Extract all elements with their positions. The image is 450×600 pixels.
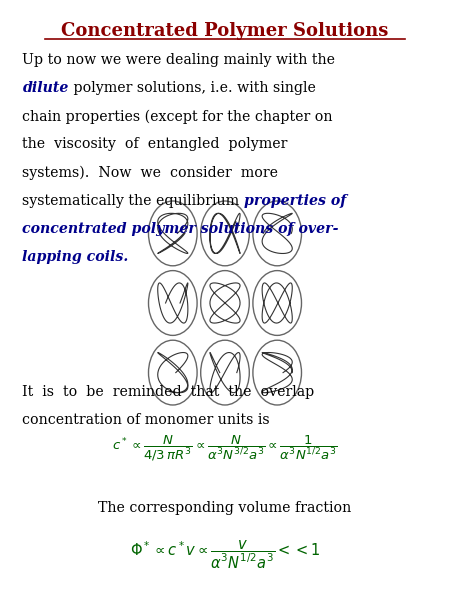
Text: systematically the equilibrium: systematically the equilibrium — [22, 194, 244, 208]
Text: chain properties (except for the chapter on: chain properties (except for the chapter… — [22, 109, 333, 124]
Text: concentrated polymer solutions of over-: concentrated polymer solutions of over- — [22, 222, 339, 236]
Text: concentration of monomer units is: concentration of monomer units is — [22, 413, 270, 427]
Text: The corresponding volume fraction: The corresponding volume fraction — [99, 501, 351, 515]
Text: dilute: dilute — [22, 81, 69, 95]
Text: $\Phi^* \propto c^* v \propto \dfrac{v}{\alpha^3 N^{1/2} a^3} << 1$: $\Phi^* \propto c^* v \propto \dfrac{v}{… — [130, 539, 320, 571]
Text: Concentrated Polymer Solutions: Concentrated Polymer Solutions — [61, 22, 389, 40]
Text: lapping coils.: lapping coils. — [22, 250, 129, 264]
Text: $c^* \propto \dfrac{N}{4/3\,\pi R^3} \propto \dfrac{N}{\alpha^3 N^{3/2} a^3} \pr: $c^* \propto \dfrac{N}{4/3\,\pi R^3} \pr… — [112, 434, 338, 463]
Text: properties of: properties of — [244, 194, 346, 208]
Text: the  viscosity  of  entangled  polymer: the viscosity of entangled polymer — [22, 137, 288, 151]
Text: polymer solutions, i.e. with single: polymer solutions, i.e. with single — [69, 81, 316, 95]
Text: It  is  to  be  reminded  that  the  overlap: It is to be reminded that the overlap — [22, 385, 315, 399]
Text: Up to now we were dealing mainly with the: Up to now we were dealing mainly with th… — [22, 53, 336, 67]
Text: systems).  Now  we  consider  more: systems). Now we consider more — [22, 166, 279, 180]
